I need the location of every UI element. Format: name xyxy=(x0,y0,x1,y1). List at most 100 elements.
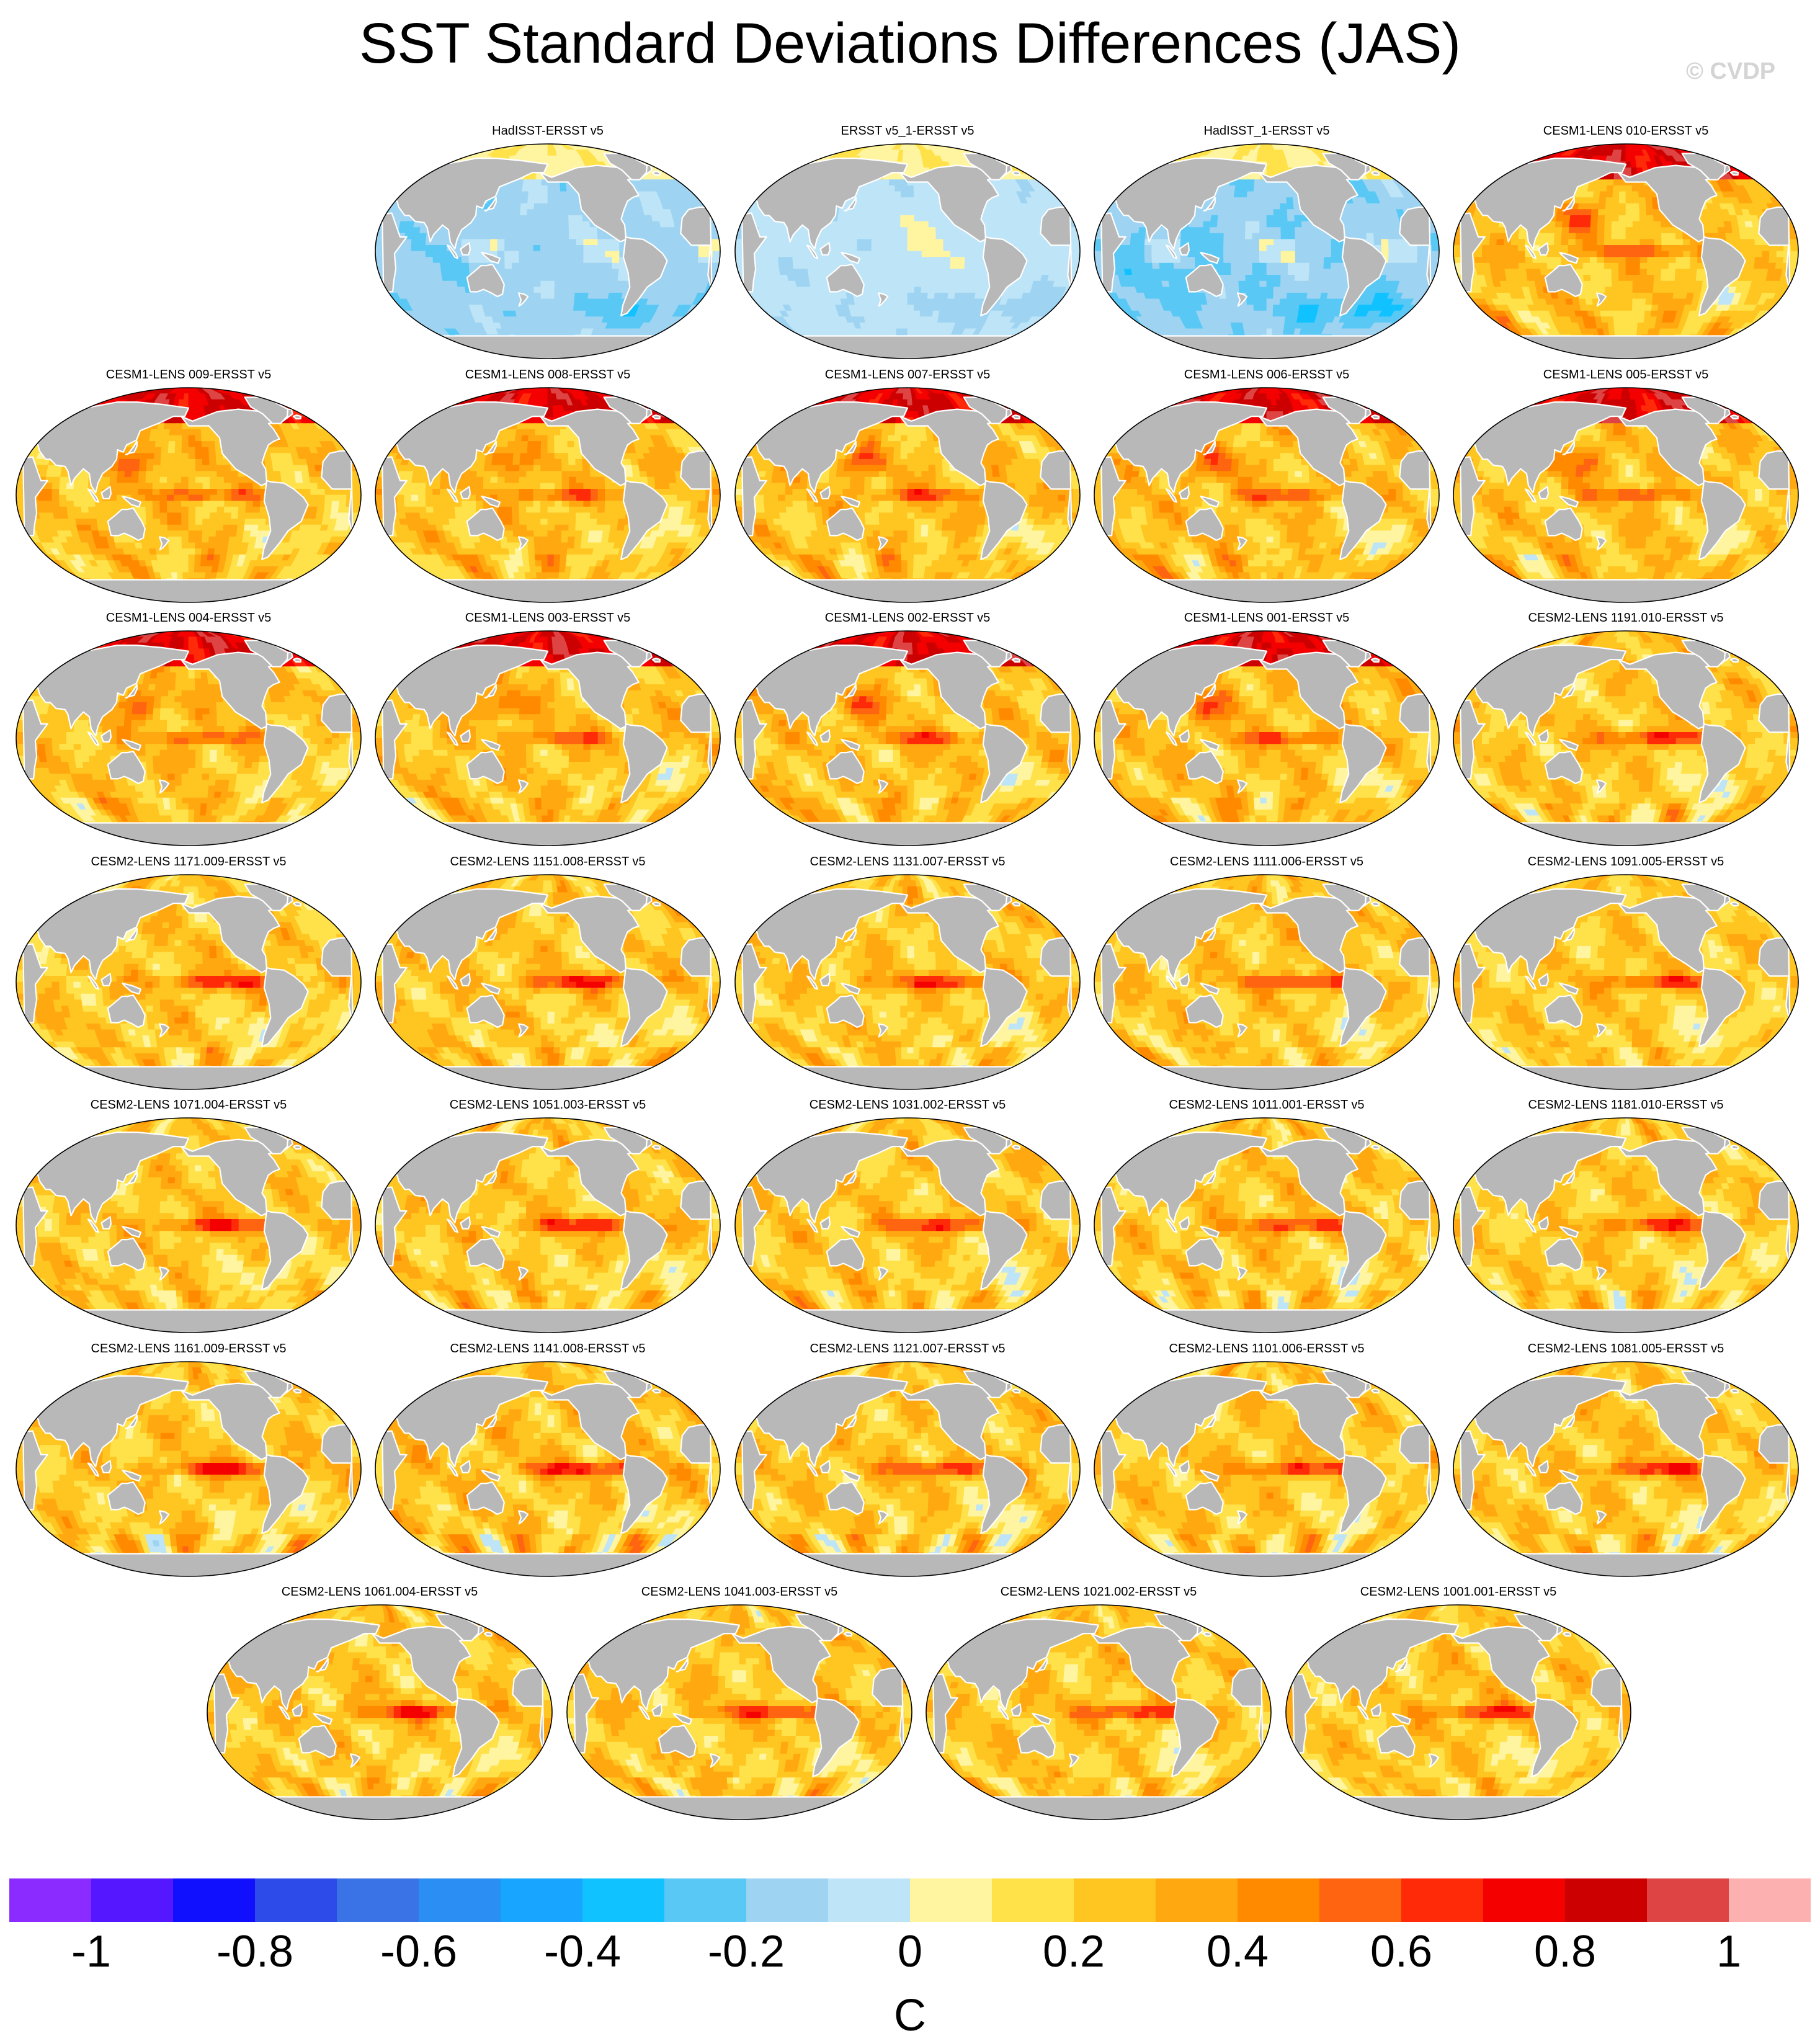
field-cell xyxy=(900,197,908,204)
field-cell xyxy=(1309,239,1318,246)
field-cell xyxy=(1259,274,1267,282)
field-cell xyxy=(907,269,915,275)
field-cell xyxy=(589,269,598,275)
field-cell xyxy=(649,155,666,163)
field-cell xyxy=(541,310,548,318)
field-cell xyxy=(1050,310,1062,318)
field-cell xyxy=(662,239,671,246)
field-cell xyxy=(600,352,637,359)
land-mask xyxy=(539,164,653,243)
land-mask xyxy=(381,212,408,293)
field-cell xyxy=(561,292,569,300)
field-cell xyxy=(540,292,548,300)
field-cell xyxy=(439,239,448,246)
field-cell xyxy=(1351,227,1360,234)
field-cell xyxy=(778,257,787,264)
field-cell xyxy=(857,244,865,252)
field-cell xyxy=(590,257,599,264)
field-cell xyxy=(553,328,560,336)
field-cell xyxy=(753,185,765,192)
field-cell xyxy=(1144,262,1153,270)
field-cell xyxy=(412,269,421,275)
field-cell xyxy=(1388,251,1396,258)
panel-title: ERSST v5_1-ERSST v5 xyxy=(729,124,1086,138)
field-cell xyxy=(522,185,530,192)
field-cell xyxy=(872,280,880,288)
field-cell xyxy=(1274,251,1282,258)
field-cell xyxy=(1247,316,1256,323)
field-cell xyxy=(1225,292,1234,300)
field-cell xyxy=(1057,257,1066,264)
field-cell xyxy=(809,280,818,288)
field-cell xyxy=(1287,269,1296,275)
field-cell xyxy=(1247,310,1255,318)
field-cell xyxy=(1158,244,1167,252)
field-cell xyxy=(628,346,646,353)
field-cell xyxy=(649,340,666,347)
field-cell xyxy=(1266,233,1274,240)
field-cell xyxy=(525,262,534,270)
field-cell xyxy=(849,239,858,246)
field-cell xyxy=(554,274,563,282)
field-cell xyxy=(1151,239,1160,246)
field-cell xyxy=(533,280,542,288)
field-cell xyxy=(1032,328,1046,336)
field-cell xyxy=(1336,280,1344,288)
field-cell xyxy=(1272,322,1279,329)
field-cell xyxy=(1144,244,1153,252)
field-cell xyxy=(844,215,853,222)
field-cell xyxy=(409,167,423,174)
field-cell xyxy=(921,239,930,246)
field-cell xyxy=(1280,215,1288,222)
field-cell xyxy=(1295,262,1303,270)
field-cell xyxy=(1286,197,1294,204)
field-cell xyxy=(957,257,966,264)
field-cell xyxy=(912,328,919,336)
field-cell xyxy=(943,257,951,264)
field-cell xyxy=(575,221,584,228)
field-cell xyxy=(1266,298,1274,305)
field-cell xyxy=(403,244,412,252)
field-cell xyxy=(1330,262,1339,270)
field-cell xyxy=(1285,191,1293,198)
field-cell xyxy=(1293,292,1301,300)
field-cell xyxy=(447,269,457,275)
field-cell xyxy=(1131,269,1140,275)
field-cell xyxy=(403,322,416,329)
field-cell xyxy=(553,185,561,192)
field-cell xyxy=(698,244,707,252)
field-cell xyxy=(893,269,901,275)
field-cell xyxy=(440,346,459,353)
field-cell xyxy=(404,262,413,270)
field-cell xyxy=(1158,257,1167,264)
field-cell xyxy=(690,310,702,318)
field-cell xyxy=(1280,244,1289,252)
field-cell xyxy=(1294,274,1303,282)
field-cell xyxy=(514,191,523,198)
field-cell xyxy=(1315,274,1324,282)
field-cell xyxy=(778,269,788,275)
field-cell xyxy=(1324,251,1332,258)
field-cell xyxy=(476,233,484,240)
field-cell xyxy=(886,221,894,228)
field-cell xyxy=(640,233,648,240)
field-cell xyxy=(525,244,534,252)
field-cell xyxy=(1245,215,1254,222)
field-cell xyxy=(698,251,707,258)
field-cell xyxy=(1004,340,1021,347)
field-cell xyxy=(942,233,951,240)
field-cell xyxy=(458,352,495,359)
field-cell xyxy=(712,251,720,258)
field-cell xyxy=(1306,292,1315,300)
field-cell xyxy=(928,221,937,228)
field-cell xyxy=(800,340,816,347)
field-cell xyxy=(1259,298,1267,305)
field-cell xyxy=(1208,239,1217,246)
field-cell xyxy=(893,298,901,305)
field-cell xyxy=(1308,274,1317,282)
field-cell xyxy=(1252,227,1260,234)
field-cell xyxy=(1286,292,1295,300)
field-cell xyxy=(527,191,535,198)
field-cell xyxy=(914,233,922,240)
field-cell xyxy=(957,239,966,246)
